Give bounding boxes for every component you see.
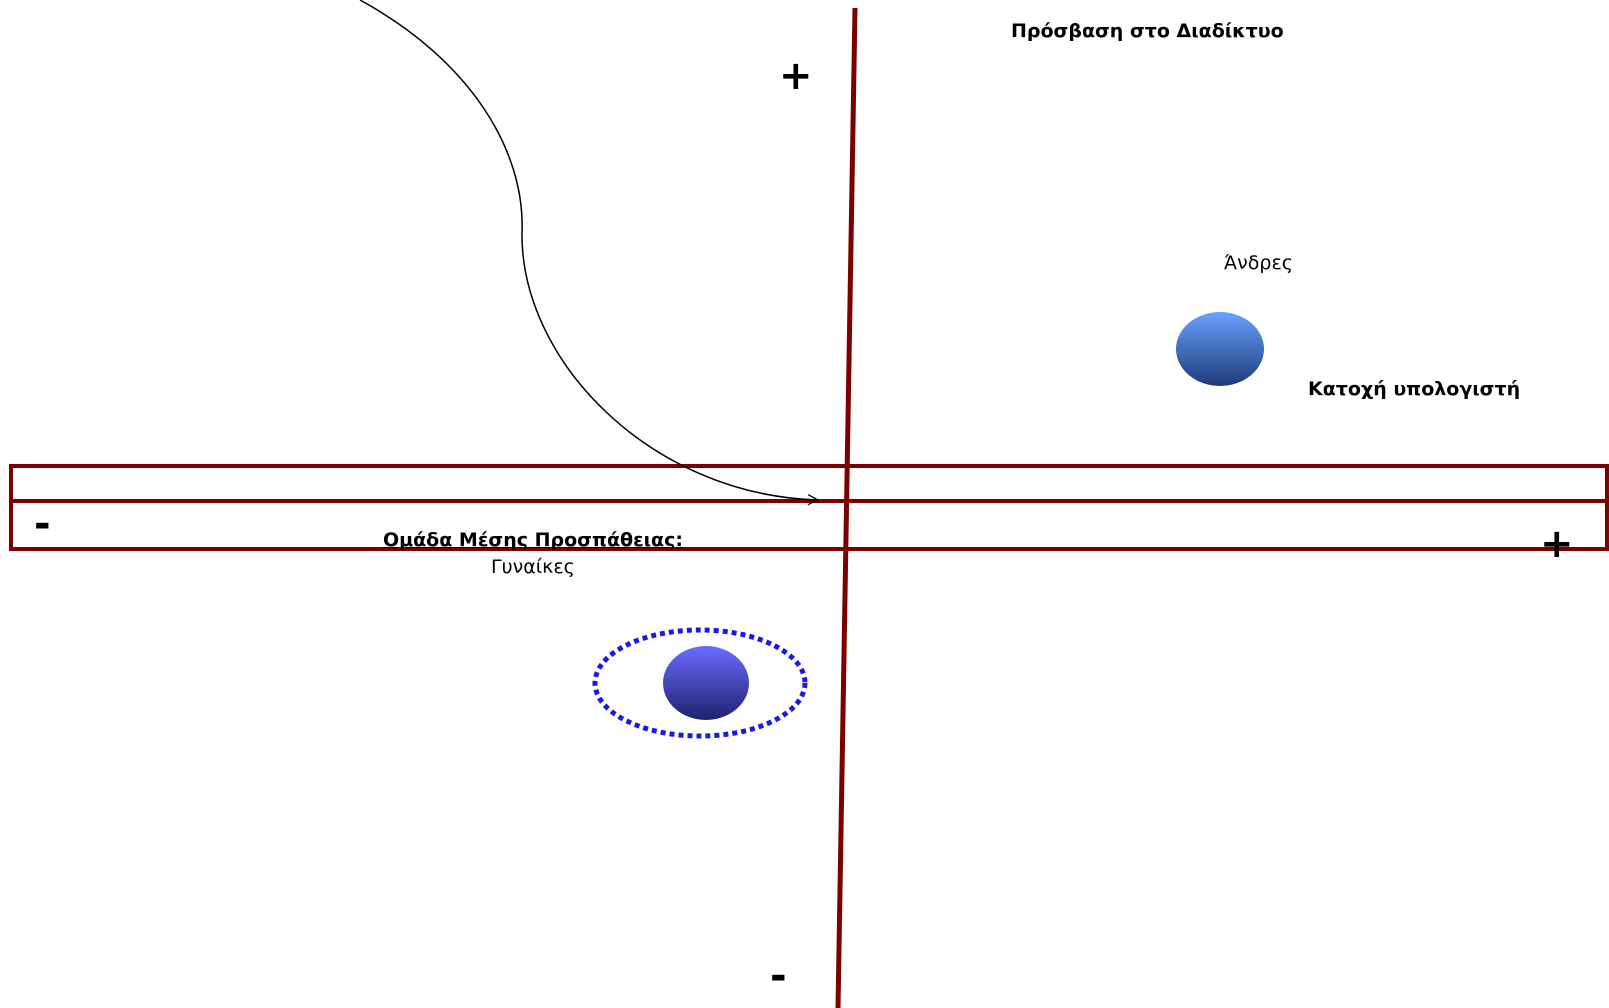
men-bubble xyxy=(1176,312,1264,386)
women-label: Γυναίκες xyxy=(491,556,575,578)
y-plus-sign: + xyxy=(779,53,813,99)
y-minus-sign: - xyxy=(770,953,787,999)
y-axis-title: Πρόσβαση στο Διαδίκτυο xyxy=(1011,20,1284,42)
curved-arrow xyxy=(359,0,818,500)
x-axis-band-bottom xyxy=(9,499,1609,551)
x-axis-title: Κατοχή υπολογιστή xyxy=(1308,378,1521,400)
x-axis-band-top xyxy=(9,464,1609,503)
y-axis-line xyxy=(835,7,858,1008)
x-plus-sign: + xyxy=(1540,521,1574,567)
men-label: Άνδρες xyxy=(1224,252,1293,274)
women-bubble xyxy=(663,646,749,720)
x-minus-sign: - xyxy=(34,501,51,547)
women-highlight-ring xyxy=(592,627,808,739)
target-group-label: Ομάδα Μέσης Προσπάθειας: xyxy=(383,529,683,551)
